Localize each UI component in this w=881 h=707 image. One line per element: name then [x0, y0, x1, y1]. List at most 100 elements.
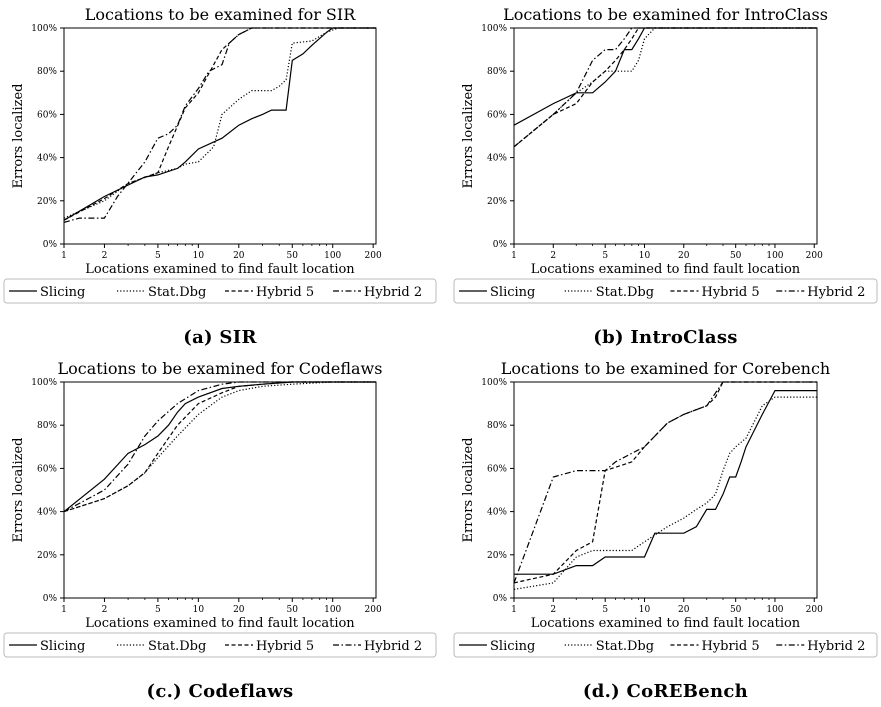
x-tick-label: 10	[193, 605, 205, 615]
series-line-hybrid-5	[64, 381, 376, 513]
x-tick-label: 50	[287, 251, 299, 261]
series-line-stat-dbg	[64, 27, 376, 219]
x-tick-label: 100	[766, 251, 783, 261]
y-tick-label: 0%	[43, 594, 58, 604]
caption-introclass: (b) IntroClass	[593, 327, 738, 348]
y-tick-label: 40%	[487, 508, 507, 518]
y-tick-label: 80%	[487, 421, 507, 431]
legend-label-slicing: Slicing	[40, 285, 85, 300]
x-tick-label: 20	[233, 251, 245, 261]
series-line-hybrid-2	[514, 381, 817, 584]
x-tick-label: 10	[639, 251, 651, 261]
y-tick-label: 0%	[493, 594, 508, 604]
y-tick-label: 60%	[487, 110, 507, 120]
y-tick-label: 40%	[37, 508, 57, 518]
y-tick-label: 20%	[487, 551, 507, 561]
legend-label-stat-dbg: Stat.Dbg	[148, 285, 206, 300]
legend-box	[3, 278, 437, 304]
chart-panel-codeflaws: Locations to be examined for Codeflaws 0%…	[0, 354, 440, 707]
legend-label-hybrid-5: Hybrid 5	[702, 639, 760, 654]
x-tick-label: 10	[193, 251, 205, 261]
x-tick-label: 20	[678, 605, 690, 615]
legend-box	[3, 632, 437, 658]
chart-panel-corebench: Locations to be examined for Corebench 0%…	[450, 354, 881, 707]
x-tick-label: 1	[61, 251, 67, 261]
y-tick-label: 100%	[481, 378, 507, 388]
legend-label-hybrid-2: Hybrid 2	[364, 285, 422, 300]
legend-label-hybrid-5: Hybrid 5	[256, 639, 314, 654]
legend-label-hybrid-5: Hybrid 5	[702, 285, 760, 300]
y-tick-label: 100%	[31, 378, 57, 388]
y-tick-label: 20%	[37, 551, 57, 561]
y-axis-label: Errors localized	[461, 438, 476, 543]
legend-label-slicing: Slicing	[40, 639, 85, 654]
legend-label-hybrid-2: Hybrid 2	[807, 639, 865, 654]
x-tick-label: 100	[766, 605, 783, 615]
series-line-hybrid-5	[514, 381, 817, 584]
y-tick-label: 80%	[37, 421, 57, 431]
x-axis-label: Locations examined to find fault locatio…	[531, 616, 801, 631]
legend-label-stat-dbg: Stat.Dbg	[596, 639, 654, 654]
x-tick-label: 1	[61, 605, 67, 615]
legend-label-hybrid-2: Hybrid 2	[807, 285, 865, 300]
x-tick-label: 50	[730, 605, 742, 615]
x-tick-label: 100	[324, 251, 341, 261]
x-tick-label: 5	[155, 251, 161, 261]
legend-label-slicing: Slicing	[490, 639, 535, 654]
legend-label-hybrid-2: Hybrid 2	[364, 639, 422, 654]
x-tick-label: 200	[365, 605, 382, 615]
x-axis-label: Locations examined to find fault locatio…	[85, 616, 355, 631]
x-tick-label: 5	[602, 605, 608, 615]
legend-label-stat-dbg: Stat.Dbg	[148, 639, 206, 654]
legend-box	[453, 278, 878, 304]
x-tick-label: 50	[287, 605, 299, 615]
y-tick-label: 100%	[31, 24, 57, 34]
x-tick-label: 100	[324, 605, 341, 615]
caption-corebench: (d.) CoREBench	[582, 681, 749, 702]
x-tick-label: 200	[806, 605, 823, 615]
chart-title: Locations to be examined for SIR	[85, 5, 356, 24]
series-line-hybrid-2	[64, 27, 376, 223]
series-line-slicing	[64, 27, 376, 221]
x-tick-label: 2	[550, 251, 556, 261]
x-tick-label: 2	[550, 605, 556, 615]
x-tick-label: 10	[639, 605, 651, 615]
x-tick-label: 1	[511, 605, 517, 615]
series-line-hybrid-2	[514, 27, 817, 148]
y-tick-label: 40%	[37, 154, 57, 164]
chart-panel-sir: Locations to be examined for SIR 0% 20% 40%…	[0, 0, 440, 353]
series-line-hybrid-2	[64, 381, 376, 513]
y-tick-label: 20%	[37, 197, 57, 207]
chart-corebench: Locations to be examined for Corebench 0%…	[453, 359, 878, 658]
legend-label-stat-dbg: Stat.Dbg	[596, 285, 654, 300]
y-tick-label: 80%	[37, 67, 57, 77]
plot-frame	[513, 381, 818, 599]
y-tick-label: 80%	[487, 67, 507, 77]
y-tick-label: 60%	[37, 110, 57, 120]
y-tick-label: 100%	[481, 24, 507, 34]
x-tick-label: 1	[511, 251, 517, 261]
plot-frame	[513, 27, 818, 245]
y-tick-label: 60%	[487, 464, 507, 474]
x-tick-label: 20	[233, 605, 245, 615]
y-tick-label: 60%	[37, 464, 57, 474]
y-axis-label: Errors localized	[11, 84, 26, 189]
chart-sir: Locations to be examined for SIR 0% 20% 40%…	[3, 5, 437, 304]
x-tick-label: 20	[678, 251, 690, 261]
series-line-slicing	[514, 27, 817, 126]
x-tick-label: 5	[602, 251, 608, 261]
series-line-slicing	[64, 381, 376, 513]
legend-label-hybrid-5: Hybrid 5	[256, 285, 314, 300]
y-tick-label: 40%	[487, 154, 507, 164]
chart-introclass: Locations to be examined for IntroClass 0…	[453, 5, 878, 304]
chart-title: Locations to be examined for Codeflaws	[58, 359, 383, 378]
x-tick-label: 5	[155, 605, 161, 615]
series-line-stat-dbg	[514, 396, 817, 590]
x-tick-label: 200	[806, 251, 823, 261]
x-tick-label: 200	[365, 251, 382, 261]
y-axis-label: Errors localized	[461, 84, 476, 189]
legend-box	[453, 632, 878, 658]
x-axis-label: Locations examined to find fault locatio…	[85, 262, 355, 277]
x-tick-label: 50	[730, 251, 742, 261]
caption-sir: (a) SIR	[183, 327, 257, 348]
